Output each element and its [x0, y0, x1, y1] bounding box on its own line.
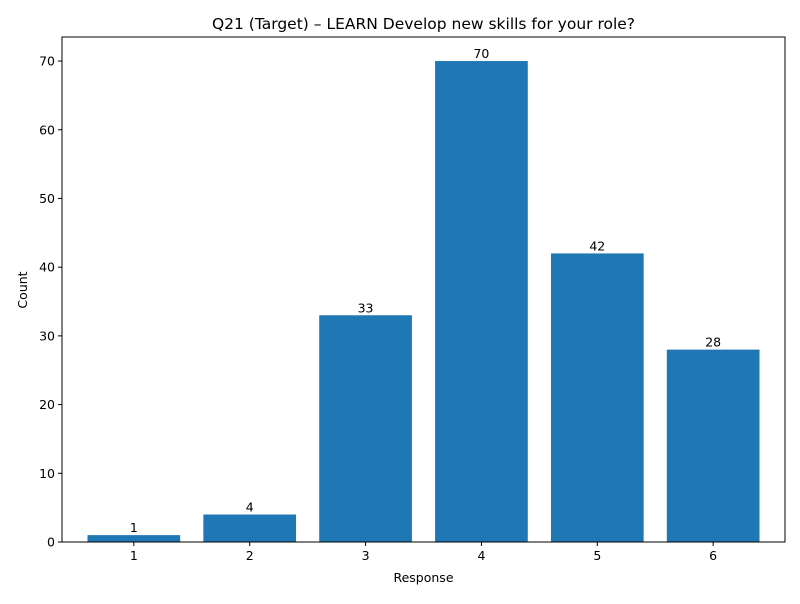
bar-4	[435, 61, 528, 543]
bar-5	[550, 253, 644, 542]
x-tick-label-4: 4	[477, 548, 485, 563]
data-label-6: 28	[705, 335, 721, 350]
data-label-4: 70	[473, 46, 489, 61]
y-tick-label-30: 30	[39, 328, 55, 343]
data-label-3: 33	[358, 300, 374, 315]
x-tick-label-1: 1	[130, 548, 138, 563]
x-tick-label-5: 5	[593, 548, 601, 563]
chart-title: Q21 (Target) – LEARN Develop new skills …	[212, 15, 635, 33]
data-label-2: 4	[246, 500, 254, 515]
y-tick-label-60: 60	[39, 122, 55, 137]
data-label-5: 42	[589, 238, 605, 253]
x-tick-label-6: 6	[709, 548, 717, 563]
bar-1	[87, 535, 181, 542]
y-tick-label-70: 70	[39, 54, 55, 69]
x-tick-label-3: 3	[362, 548, 370, 563]
y-axis-label: Count	[15, 271, 30, 308]
y-tick-label-40: 40	[39, 260, 55, 275]
y-tick-label-20: 20	[39, 397, 55, 412]
x-tick-label-2: 2	[246, 548, 254, 563]
data-label-1: 1	[130, 520, 138, 535]
y-tick-label-50: 50	[39, 191, 55, 206]
bar-3	[319, 315, 412, 542]
x-axis-label: Response	[393, 570, 453, 585]
plot-frame	[61, 36, 786, 543]
bar-2	[203, 514, 297, 542]
y-tick-label-0: 0	[47, 535, 55, 550]
bar-6	[666, 349, 760, 542]
y-tick-label-10: 10	[39, 466, 55, 481]
